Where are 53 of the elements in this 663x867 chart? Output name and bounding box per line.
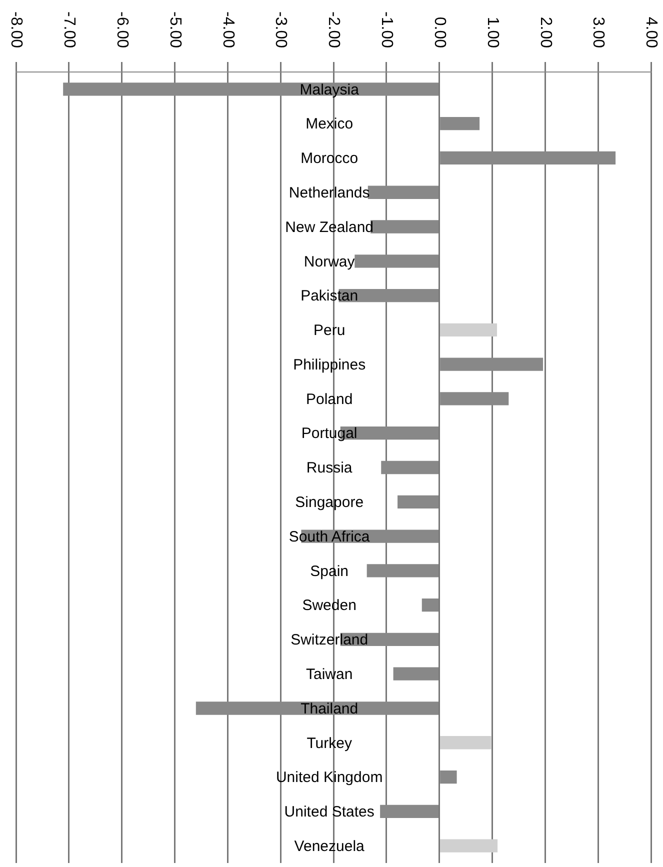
bar: [393, 667, 439, 680]
bar: [380, 804, 439, 818]
y-tick-label: Peru: [313, 322, 346, 340]
bar: [398, 495, 439, 508]
bar: [368, 186, 439, 199]
x-tick-label: -7.00: [60, 12, 78, 48]
y-tick-label: Morocco: [300, 150, 358, 168]
bar: [440, 770, 457, 784]
y-tick-label: Russia: [306, 460, 353, 477]
bar: [440, 117, 480, 130]
x-tick-label: 1.00: [484, 16, 501, 48]
x-tick-label: 4.00: [642, 16, 660, 48]
y-tick-label: Singapore: [295, 494, 364, 512]
bar: [440, 736, 492, 750]
bar: [440, 392, 509, 406]
x-tick-label: -2.00: [325, 12, 342, 48]
bar: [440, 151, 616, 165]
x-tick-label: 2.00: [536, 16, 554, 48]
bar: [440, 839, 498, 852]
y-tick-label: Spain: [310, 562, 349, 580]
y-tick-label: Turkey: [306, 734, 352, 752]
x-tick-label: -1.00: [378, 12, 396, 48]
bar: [370, 220, 439, 234]
x-tick-label: 0.00: [430, 16, 448, 48]
y-tick-label: Pakistan: [300, 288, 358, 305]
y-tick-label: Switzerland: [290, 632, 368, 649]
y-tick-label: Portugal: [301, 425, 358, 442]
x-tick-label: -8.00: [8, 12, 25, 48]
y-tick-label: Taiwan: [306, 666, 353, 683]
y-tick-label: Netherlands: [288, 184, 370, 202]
x-tick-label: -6.00: [113, 12, 130, 48]
y-tick-label: Poland: [306, 390, 353, 408]
bar: [381, 460, 439, 474]
y-tick-label: Thailand: [300, 700, 358, 718]
y-tick-label: New Zealand: [285, 218, 374, 236]
y-tick-label: Sweden: [302, 597, 356, 614]
y-tick-label: Mexico: [306, 116, 354, 133]
bar: [354, 254, 439, 268]
y-tick-label: Venezuela: [294, 838, 366, 855]
bar: [366, 564, 439, 578]
bar: [440, 323, 498, 337]
bar: [196, 702, 439, 715]
bar: [422, 598, 439, 612]
x-tick-label: -4.00: [219, 12, 236, 48]
x-tick-label: -5.00: [166, 12, 184, 48]
y-tick-label: Norway: [304, 253, 356, 270]
x-tick-label: -3.00: [272, 12, 290, 48]
y-tick-label: Philippines: [293, 356, 366, 374]
y-tick-label: Malaysia: [300, 81, 360, 98]
x-tick-label: 3.00: [590, 16, 607, 48]
bar: [440, 358, 544, 371]
y-tick-label: United Kingdom: [276, 769, 383, 786]
y-tick-label: United States: [284, 804, 374, 821]
